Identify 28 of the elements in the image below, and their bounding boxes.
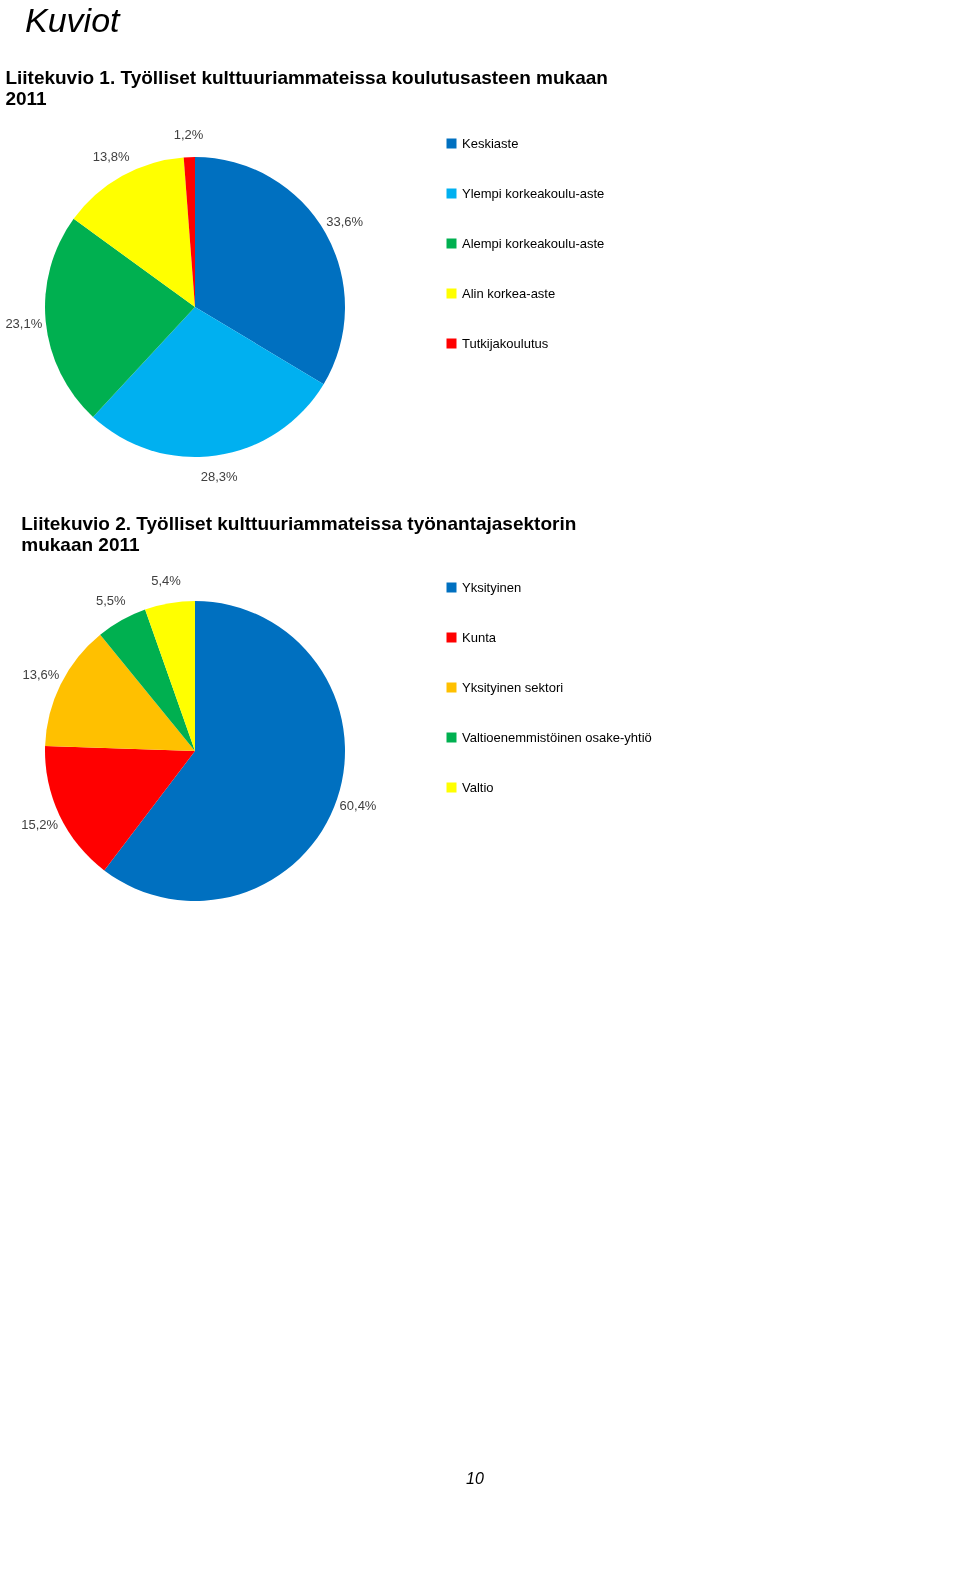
legend-label: Yksityinen	[462, 579, 522, 595]
legend-label: Yksityinen sektori	[462, 679, 564, 695]
legend-label: Valtioenemmistöinen osake-yhtiö	[462, 729, 652, 745]
data-label: 1,2%	[173, 127, 204, 143]
legend-label: Ylempi korkeakoulu-aste	[462, 185, 605, 201]
legend-label: Valtio	[462, 779, 494, 795]
data-label: 23,1%	[5, 315, 43, 331]
text: 10	[466, 1470, 484, 1487]
legend-label: Tutkijakoulutus	[462, 335, 549, 351]
chart-title: Liitekuvio 1. Työlliset kulttuuriammateissa koulutusasteen mukaan 2011	[5, 67, 608, 110]
data-label: 60,4%	[339, 797, 377, 813]
data-label: 13,8%	[92, 148, 131, 164]
legend-label: Alin korkea-aste	[462, 285, 556, 301]
pie-slice	[145, 601, 195, 751]
data-label: 5,5%	[95, 593, 127, 609]
data-label: 5,4%	[151, 573, 182, 589]
data-label: 13,6%	[22, 666, 60, 682]
data-label: 33,6%	[326, 214, 364, 230]
data-label: 28,3%	[200, 469, 239, 485]
legend-label: Alempi korkeakoulu-aste	[462, 235, 605, 251]
pie-slice	[93, 307, 324, 457]
pie-slice	[45, 218, 195, 417]
legend-label: Kunta	[462, 629, 497, 645]
pie-slice	[100, 609, 195, 751]
data-label: 15,2%	[21, 816, 59, 832]
legend-label: Keskiaste	[462, 135, 519, 151]
text: Kuviot	[25, 1, 122, 39]
chart-title: Liitekuvio 2. Työlliset kulttuuriammateissa työnantajasektorin mukaan 2011	[21, 513, 577, 556]
